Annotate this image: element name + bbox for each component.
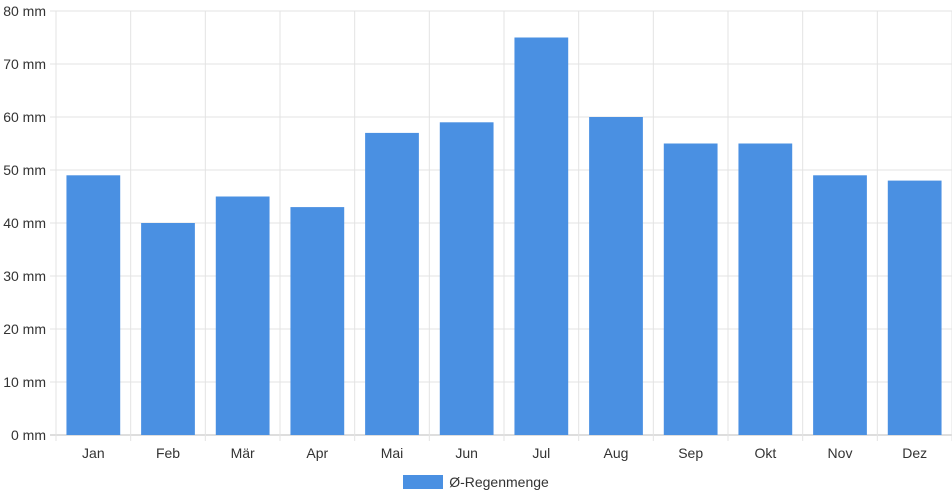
bar[interactable] — [290, 207, 345, 435]
legend-swatch — [403, 475, 444, 489]
bar[interactable] — [365, 132, 419, 435]
y-tick-label: 0 mm — [11, 427, 46, 443]
x-tick-label: Nov — [828, 445, 853, 461]
x-axis-ticks: Jan Feb Mär Apr Mai Jun Jul Aug Sep Okt Nov Dez — [82, 445, 927, 461]
x-tick-label: Mär — [231, 445, 255, 461]
y-tick-label: 50 mm — [3, 162, 46, 178]
y-tick-label: 20 mm — [3, 321, 46, 337]
bar[interactable] — [589, 117, 643, 435]
bar[interactable] — [738, 143, 793, 436]
bars — [66, 37, 942, 436]
y-axis-ticks: 0 mm 10 mm 20 mm 30 mm 40 mm 50 mm 60 mm 70 mm 8… — [3, 3, 46, 443]
bar[interactable] — [141, 223, 195, 435]
rainfall-bar-chart: 0 mm 10 mm 20 mm 30 mm 40 mm 50 mm 60 mm 70 mm 8… — [3, 3, 952, 461]
x-tick-label: Apr — [306, 445, 328, 461]
x-tick-label: Dez — [902, 445, 927, 461]
x-tick-label: Jan — [82, 445, 105, 461]
x-tick-label: Okt — [754, 445, 776, 461]
x-tick-label: Jul — [532, 445, 550, 461]
y-tick-label: 70 mm — [3, 56, 46, 72]
y-tick-label: 60 mm — [3, 109, 46, 125]
y-tick-label: 10 mm — [3, 374, 46, 390]
grid-lines — [50, 10, 952, 441]
x-tick-label: Mai — [381, 445, 404, 461]
bar[interactable] — [439, 122, 494, 436]
x-tick-label: Jun — [455, 445, 478, 461]
bar[interactable] — [887, 180, 942, 435]
bar[interactable] — [215, 196, 270, 436]
x-tick-label: Aug — [604, 445, 629, 461]
y-tick-label: 30 mm — [3, 268, 46, 284]
y-tick-label: 40 mm — [3, 215, 46, 231]
y-tick-label: 80 mm — [3, 3, 46, 19]
x-tick-label: Feb — [156, 445, 180, 461]
bar[interactable] — [813, 175, 867, 436]
bar[interactable] — [66, 175, 121, 436]
bar[interactable] — [514, 37, 569, 436]
x-tick-label: Sep — [678, 445, 703, 461]
legend-label: Ø-Regenmenge — [449, 474, 549, 490]
bar[interactable] — [663, 143, 718, 436]
legend[interactable]: Ø-Regenmenge — [0, 472, 952, 492]
